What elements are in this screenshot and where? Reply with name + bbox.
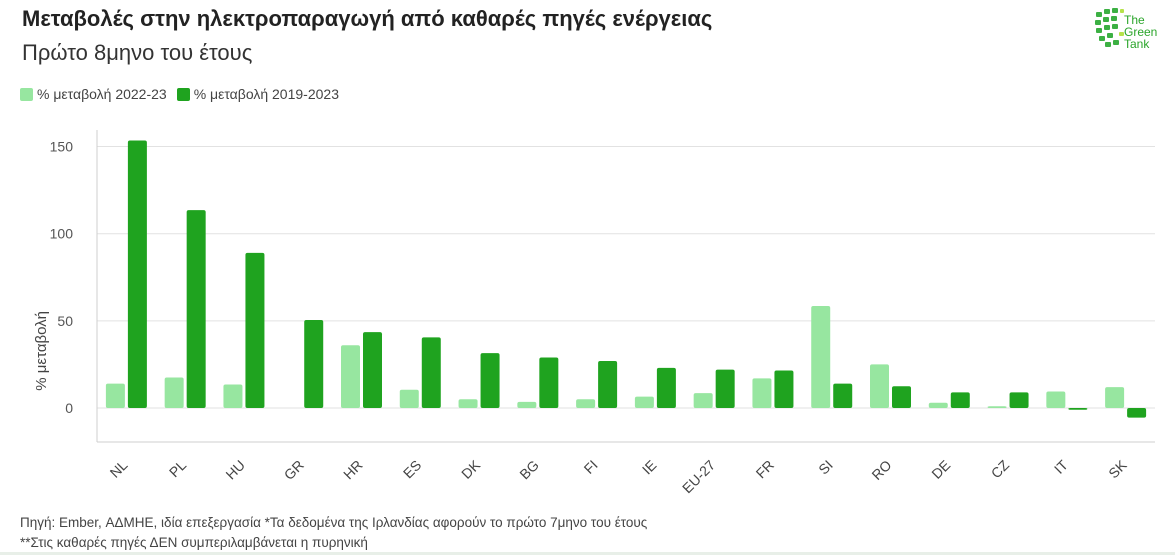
footer-note: **Στις καθαρές πηγές ΔΕΝ συμπεριλαμβάνετ… — [20, 535, 368, 550]
bar-fi-series-2 — [598, 360, 618, 408]
green-tank-logo-icon — [1095, 8, 1124, 47]
logo-text-line2: Green — [1124, 25, 1158, 39]
legend: % μεταβολή 2022-23 % μεταβολή 2019-2023 — [20, 86, 349, 102]
bar-hr-series-2 — [363, 332, 382, 408]
x-tick-label: EU-27 — [679, 457, 719, 497]
bar-hu-series-1 — [223, 384, 243, 408]
bar-pl-series-1 — [164, 377, 184, 408]
x-tick-label: FI — [581, 457, 601, 477]
bar-it-series-1 — [1046, 391, 1066, 408]
bar-fr-series-1 — [752, 378, 772, 408]
bar-hr-series-1 — [341, 345, 360, 408]
x-tick-label: FR — [753, 457, 778, 482]
bar-hu-series-2 — [245, 252, 265, 408]
y-tick-label: 100 — [50, 226, 74, 242]
legend-swatch-light — [20, 87, 33, 101]
legend-item-2019-2023[interactable]: % μεταβολή 2019-2023 — [176, 86, 339, 102]
bar-de-series-1 — [928, 402, 948, 408]
bar-ro-series-1 — [870, 364, 889, 408]
bar-ie-series-2 — [656, 367, 676, 408]
legend-label-2022-23: % μεταβολή 2022-23 — [37, 86, 167, 102]
bar-ie-series-1 — [634, 396, 654, 408]
bar-nl-series-1 — [105, 383, 125, 408]
x-tick-label: IT — [1051, 456, 1071, 476]
x-tick-label: GR — [281, 457, 307, 483]
x-tick-label: BG — [516, 457, 542, 483]
x-tick-label: SK — [1105, 456, 1130, 481]
x-tick-label: HU — [222, 457, 248, 483]
bar-chart: 0 50 100 150 % μεταβολή NL PL HU GR HR ES DK BG FI IE E… — [33, 130, 1155, 497]
bar-fr-series-2 — [774, 370, 794, 408]
logo-text-line3: Tank — [1124, 37, 1150, 51]
legend-item-2022-23[interactable]: % μεταβολή 2022-23 — [20, 86, 167, 102]
logo-text-line1: The — [1124, 13, 1145, 27]
x-tick-label: ES — [400, 457, 425, 482]
bar-nl-series-2 — [127, 140, 147, 408]
bar-es-series-2 — [421, 337, 441, 408]
x-tick-label: SI — [815, 457, 836, 478]
bar-eu-27-series-1 — [693, 393, 713, 408]
bar-cz-series-2 — [1009, 392, 1029, 408]
bar-dk-series-1 — [458, 399, 478, 408]
bottom-divider — [0, 552, 1175, 555]
bar-cz-series-1 — [987, 406, 1007, 408]
bar-si-series-1 — [811, 306, 831, 408]
x-tick-label: NL — [107, 457, 131, 481]
bar-it-series-2 — [1068, 408, 1088, 410]
bar-bg-series-2 — [539, 357, 559, 408]
x-tick-label: DE — [928, 457, 953, 482]
bar-sk-series-2 — [1127, 408, 1147, 418]
bar-ro-series-2 — [892, 386, 911, 408]
y-tick-label: 0 — [65, 400, 73, 416]
x-tick-label: DK — [458, 456, 484, 482]
y-tick-label: 150 — [50, 139, 74, 155]
x-tick-label: CZ — [988, 456, 1013, 481]
legend-label-2019-2023: % μεταβολή 2019-2023 — [193, 86, 339, 102]
legend-swatch-dark — [176, 87, 190, 101]
bar-gr-series-2 — [304, 319, 324, 408]
x-tick-label: IE — [639, 457, 660, 478]
bar-dk-series-2 — [480, 353, 500, 408]
x-tick-label: RO — [868, 457, 894, 483]
bar-eu-27-series-2 — [715, 369, 735, 408]
y-tick-label: 50 — [57, 313, 73, 329]
bar-si-series-2 — [833, 383, 853, 408]
chart-title: Μεταβολές στην ηλεκτροπαραγωγή από καθαρ… — [22, 6, 713, 31]
bar-de-series-2 — [950, 392, 970, 408]
bar-bg-series-1 — [517, 401, 537, 408]
bar-sk-series-1 — [1105, 387, 1125, 408]
chart-subtitle: Πρώτο 8μηνο του έτους — [22, 40, 253, 65]
x-tick-label: HR — [340, 457, 366, 483]
bar-es-series-1 — [399, 389, 419, 408]
bar-pl-series-2 — [186, 210, 206, 408]
bar-fi-series-1 — [576, 399, 596, 408]
y-axis-title: % μεταβολή — [33, 311, 50, 391]
footer-source: Πηγή: Ember, ΑΔΜΗΕ, ιδία επεξεργασία *Τα… — [20, 515, 648, 530]
x-tick-label: PL — [166, 457, 190, 481]
